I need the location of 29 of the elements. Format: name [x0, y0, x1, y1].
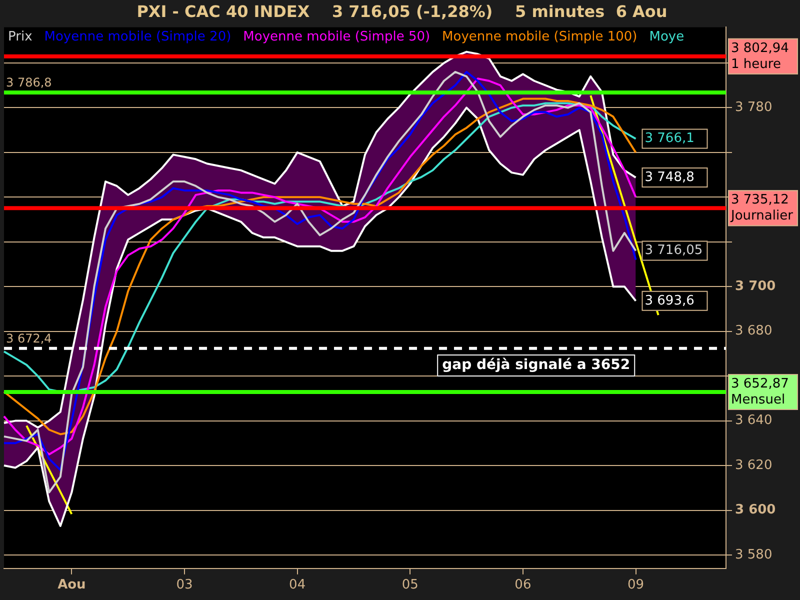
y-tick-label: 3 620: [735, 458, 772, 473]
ref-line-label: 3 672,4: [6, 331, 52, 346]
y-tick-label: 3 700: [735, 278, 776, 294]
ref-line-label: 3 735,12 Journalier: [730, 192, 794, 224]
y-tick-label: 3 780: [735, 100, 772, 116]
x-tick-label: Aou: [58, 578, 86, 593]
text: Moyenne mobile (Simple 20): [44, 30, 232, 45]
y-tick-label: 3 680: [735, 324, 772, 339]
text: Moyenne mobile (Simple 50): [243, 30, 430, 45]
x-tick-label: 06: [514, 578, 532, 593]
x-tick-label: 05: [402, 578, 418, 593]
data-label: 3 716,05: [644, 243, 703, 258]
x-tick-label: 09: [627, 578, 644, 593]
annotation: gap déjà signalé a 3652: [442, 357, 630, 374]
text: Prix: [8, 30, 33, 45]
text: Moyenne mobile (Simple 100): [442, 30, 638, 45]
y-tick-label: 3 640: [735, 413, 772, 428]
x-tick-label: 04: [289, 578, 306, 593]
y-tick-label: 3 580: [735, 547, 772, 562]
annotation: 3 748,8: [644, 170, 694, 185]
chart-title: PXI - CAC 40 INDEX 3 716,05 (-1,28%) 5 minutes 6 Aou: [136, 2, 668, 21]
ref-line-label: 3 652,87 Mensuel: [731, 376, 789, 408]
ref-line-label: 3 786,8: [6, 76, 52, 90]
ref-line-label: 3 802,94 1 heure: [731, 40, 789, 72]
data-label: 3 766,1: [644, 131, 694, 146]
text: Moye: [649, 30, 684, 45]
x-tick-label: 03: [176, 578, 193, 593]
annotation: 3 693,6: [644, 293, 694, 308]
y-tick-label: 3 600: [735, 502, 776, 518]
